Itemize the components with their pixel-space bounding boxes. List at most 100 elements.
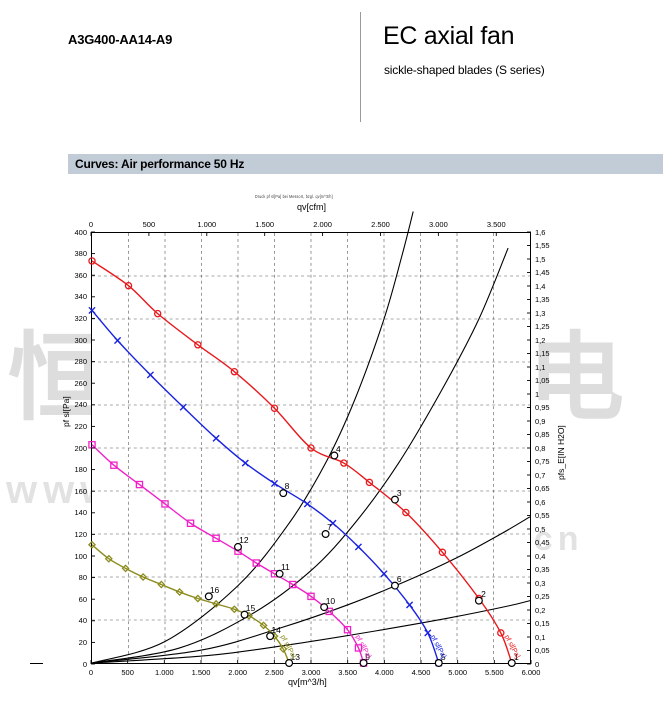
y-tick-label-left: 240 [74,400,87,410]
operating-point-marker [266,632,275,641]
x-tick-label-top: 1.000 [197,220,217,229]
y-tick-label-right: 1,15 [535,349,550,358]
y-tick-label-right: 0,65 [535,484,550,493]
y-tick-label-right: 0,15 [535,619,550,628]
y-tick-label-right: 0,35 [535,565,550,574]
y-tick-label-right: 0 [535,659,540,669]
x-tick-label-bottom: 3.000 [301,668,321,677]
x-tick-label-bottom: 4.000 [374,668,394,677]
y-tick-label-left: 60 [78,594,87,604]
system-curve-a [91,211,414,664]
y-tick-label-left: 100 [74,551,87,561]
chart-fine-note: Druck pf sl[Pa] bei Messort, bzgl. qv[m^… [255,194,333,200]
y-tick-label-right: 0,45 [535,538,550,547]
x-tick-label-bottom: 3.500 [338,668,358,677]
x-tick-label-bottom: 2.000 [228,668,248,677]
operating-point-marker [474,596,483,605]
y-tick-label-left: 0 [82,659,87,669]
y-tick-label-right: 0,4 [535,551,546,561]
y-tick-label-right: 0,8 [535,443,546,453]
y-tick-label-right: 0,2 [535,605,546,615]
page-title: EC axial fan [383,22,515,50]
y-tick-label-right: 0,1 [535,632,546,642]
y-tick-label-left: 140 [74,508,87,518]
y-tick-label-left: 120 [74,529,87,539]
operating-point-marker [390,495,399,504]
y-tick-label-right: 1,35 [535,295,550,304]
x-tick-label-bottom: 4.500 [411,668,431,677]
operating-point-label: 12 [239,535,249,546]
operating-point-marker [285,659,294,667]
x-axis-bottom-title: qv[m^3/h] [288,677,327,687]
y-tick-label-left: 40 [78,616,87,626]
x-tick-label-bottom: 2.500 [264,668,284,677]
operating-point-marker [330,451,339,460]
y-tick-label-right: 1 [535,389,540,399]
operating-point-label: 14 [271,625,281,635]
x-tick-label-bottom: 5.000 [448,668,468,677]
operating-point-label: 7 [327,522,332,533]
section-title: Curves: Air performance 50 Hz [75,157,245,171]
x-tick-label-top: 2.000 [313,220,332,229]
y-tick-label-left: 340 [74,292,87,302]
operating-point-label: 1 [514,652,519,662]
y-tick-label-left: 360 [74,270,87,280]
operating-point-label: 9 [365,652,371,662]
speed-1-red [88,257,516,667]
operating-point-marker [204,592,213,601]
y-tick-label-left: 200 [74,443,87,453]
operating-point-label: 4 [335,443,341,454]
y-tick-label-right: 1,2 [535,335,546,345]
operating-point-label: 6 [396,574,402,585]
x-tick-label-top: 3.000 [428,220,448,229]
operating-point-label: 3 [396,487,402,498]
system-curve-c [91,516,531,664]
y-tick-label-right: 1,5 [535,254,546,264]
x-axis-top-title: qv[cfm] [297,202,327,212]
y-tick-label-right: 0,05 [535,646,550,655]
chart-curves [87,211,531,668]
operating-point-marker [507,659,516,667]
x-tick-label-top: 500 [142,220,156,229]
y-tick-label-left: 260 [74,378,87,388]
operating-point-label: 15 [245,603,256,614]
y-tick-label-left: 320 [74,313,87,323]
y-tick-label-right: 0,6 [535,497,546,507]
page-header: A3G400-AA14-A9 EC axial fan sickle-shape… [0,0,663,130]
y-tick-label-right: 1,6 [535,227,546,237]
operating-point-marker [240,610,249,619]
y-tick-label-right: 0,9 [535,416,546,426]
y-tick-label-left: 160 [74,486,87,496]
y-tick-label-left: 300 [74,335,87,345]
y-tick-label-left: 400 [74,227,87,237]
y-tick-label-left: 280 [74,357,87,367]
chart-plot-area [87,211,531,668]
x-tick-label-top: 1.500 [255,220,275,229]
operating-point-marker [434,659,443,667]
y-tick-label-left: 20 [78,637,87,647]
operating-point-label: 5 [440,652,446,662]
y-tick-label-right: 1,25 [535,322,550,331]
system-curve-b [91,247,509,664]
y-tick-label-right: 0,55 [535,511,550,520]
x-tick-label-bottom: 1.000 [154,668,174,677]
operating-point-marker [321,530,330,538]
operating-point-label: 11 [280,562,290,573]
x-tick-label-bottom: 500 [121,668,134,677]
system-curve-d [91,600,531,664]
y-tick-label-right: 1,3 [535,308,546,318]
section-header-bar: Curves: Air performance 50 Hz [68,154,663,174]
y-axis-right-title: pfs_E[IN H2O] [556,425,566,480]
left-margin-tick [30,663,43,664]
x-tick-label-bottom: 6.000 [521,668,541,677]
operating-point-marker [359,659,368,667]
x-tick-label-top: 0 [88,220,94,229]
y-tick-label-right: 0,75 [535,457,550,466]
x-tick-label-top: 2.500 [371,220,390,229]
air-performance-chart: Druck pf sl[Pa] bei Messort, bzgl. qv[m^… [0,190,663,690]
y-tick-label-right: 0,95 [535,403,550,412]
operating-point-label: 10 [325,595,336,606]
y-tick-label-right: 0,3 [535,578,546,588]
y-tick-label-right: 1,55 [535,241,550,250]
y-tick-label-right: 0,7 [535,470,546,480]
